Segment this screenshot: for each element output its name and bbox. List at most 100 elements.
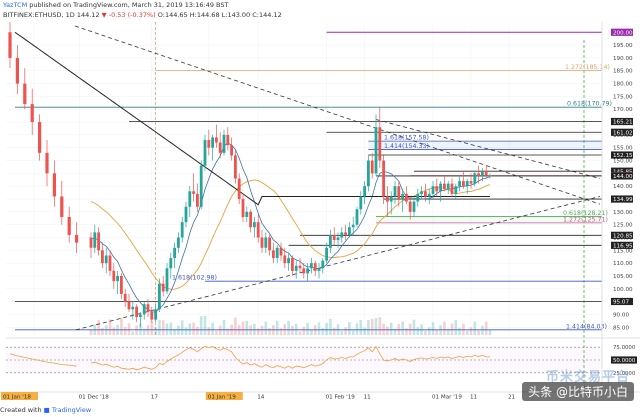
- volume-bar: [416, 327, 420, 335]
- volume-bar: [367, 320, 370, 335]
- time-tick-label: 01 Jan '18: [3, 395, 31, 401]
- publish-text: published on TradingView.com, March 31, …: [29, 1, 229, 9]
- ohlc-values: O:144.65 H:144.68 L:143.00 C:144.12: [157, 11, 282, 19]
- candle-body: [180, 222, 184, 238]
- created-with-text: Created with: [0, 406, 42, 414]
- candle-body: [268, 237, 271, 251]
- candle-body: [222, 134, 226, 153]
- candle-body: [158, 283, 161, 310]
- candle-body: [60, 196, 64, 217]
- candle-body: [154, 309, 157, 320]
- volume-bar: [177, 325, 180, 335]
- time-label-badge: [1, 392, 38, 400]
- candle-body: [237, 178, 241, 200]
- candle-body: [378, 127, 382, 161]
- volume-bar: [97, 319, 100, 335]
- candle-body: [203, 140, 207, 166]
- trendlines[interactable]: [74, 25, 601, 331]
- volume-bar: [196, 327, 199, 335]
- volume-bar: [446, 328, 450, 335]
- candle-body: [484, 170, 488, 176]
- volume-bar: [180, 320, 184, 335]
- volume-bar: [169, 322, 173, 335]
- candle-body: [431, 186, 435, 194]
- chart-grid: [6, 22, 602, 392]
- volume-bar: [249, 325, 252, 335]
- price-axis[interactable]: 195.00 190.00 185.00 180.00 175.00 170.00 165.…: [601, 22, 637, 392]
- author-link[interactable]: YazTCM: [3, 1, 28, 9]
- rsi-badge: [611, 356, 637, 364]
- volume-bar: [131, 331, 135, 335]
- candle-body: [230, 145, 233, 156]
- candle-body: [310, 263, 313, 269]
- volume-bar: [321, 328, 325, 335]
- candle-body: [192, 191, 195, 194]
- candle-body: [439, 183, 442, 192]
- volume-bar: [427, 327, 431, 335]
- candle-body: [446, 183, 450, 189]
- volume-bar: [344, 327, 347, 335]
- volume-bar: [481, 325, 484, 335]
- time-tick-label: 17: [151, 395, 159, 401]
- price-tick-label: 175.00: [613, 94, 633, 100]
- volume-bar: [469, 327, 473, 335]
- volume-bar: [317, 322, 321, 335]
- candle-body: [287, 258, 290, 264]
- horizontal-levels[interactable]: [15, 31, 602, 331]
- volume-bar: [218, 325, 222, 335]
- exchange-watermark: 币米交易平台: [545, 370, 630, 385]
- volume-bar: [275, 320, 279, 335]
- price-tick-label: 100.00: [613, 287, 633, 293]
- candle-body: [420, 191, 423, 194]
- candle-body: [348, 227, 351, 235]
- symbol-name[interactable]: BITFINEX:ETHUSD, 1D: [3, 11, 75, 19]
- candle-body: [329, 234, 332, 248]
- publish-info: YazTCM published on TradingView.com, Mar…: [0, 0, 640, 10]
- time-label-badge: [205, 392, 243, 400]
- volume-bar: [154, 327, 157, 335]
- candle-body: [23, 83, 27, 105]
- price-change: ▼ -0.53 (-0.37%): [101, 11, 156, 19]
- volume-bar: [359, 320, 363, 335]
- volume-bar: [161, 320, 165, 335]
- candle-body: [123, 293, 127, 302]
- price-tick-label: 185.00: [613, 69, 633, 75]
- candle-body: [473, 173, 477, 184]
- candle-body: [139, 314, 142, 318]
- volume-bar: [260, 325, 264, 335]
- candle-body: [135, 306, 138, 318]
- price-level-label: 165.21: [613, 120, 633, 126]
- candle-body: [215, 137, 218, 143]
- volume-bar: [234, 317, 237, 335]
- candle-body: [477, 173, 480, 176]
- price-tick-label: 85.00: [613, 325, 629, 331]
- tradingview-brand[interactable]: TradingView: [51, 406, 92, 414]
- price-level-badge: [611, 167, 633, 175]
- candle-body: [75, 234, 79, 243]
- price-tick-label: 170.00: [613, 107, 633, 113]
- volume-bar: [264, 321, 268, 335]
- fib-label: 0.618(128.21): [563, 210, 608, 217]
- candle-body: [397, 186, 401, 200]
- candle-body: [211, 137, 214, 148]
- descending-trendline: [74, 25, 601, 205]
- rsi-pane: [6, 337, 640, 374]
- fib-label: 1.414(84.03): [566, 323, 607, 330]
- candle-body: [279, 247, 283, 256]
- candle-body: [393, 186, 397, 197]
- candle-body: [408, 201, 412, 212]
- candle-body: [370, 160, 374, 174]
- candle-body: [249, 211, 252, 228]
- price-level-label: 134.99: [613, 197, 633, 203]
- volume-bar: [101, 328, 104, 335]
- candle-body: [488, 175, 492, 177]
- volume-bar: [279, 328, 283, 335]
- volume-bar: [443, 321, 446, 335]
- price-level-badge: [611, 241, 633, 249]
- time-tick-label: 01 Jan '19: [208, 395, 236, 401]
- volume-bar: [431, 322, 435, 335]
- volume-bar: [188, 323, 192, 335]
- candle-body: [207, 140, 211, 148]
- candle-body: [177, 237, 180, 248]
